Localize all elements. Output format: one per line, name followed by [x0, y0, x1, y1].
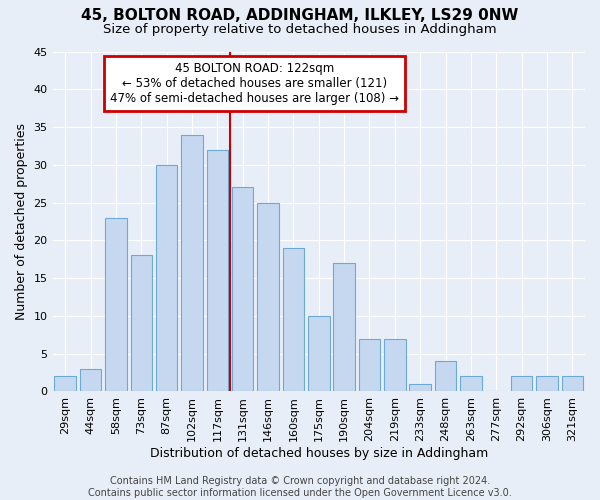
Bar [55, 376, 76, 392]
Bar [334, 263, 355, 392]
Bar [283, 248, 304, 392]
Text: 45 BOLTON ROAD: 122sqm
← 53% of detached houses are smaller (121)
47% of semi-de: 45 BOLTON ROAD: 122sqm ← 53% of detached… [110, 62, 400, 104]
Text: Size of property relative to detached houses in Addingham: Size of property relative to detached ho… [103, 22, 497, 36]
Bar [511, 376, 532, 392]
Y-axis label: Number of detached properties: Number of detached properties [15, 123, 28, 320]
Text: 45, BOLTON ROAD, ADDINGHAM, ILKLEY, LS29 0NW: 45, BOLTON ROAD, ADDINGHAM, ILKLEY, LS29… [82, 8, 518, 22]
Bar [131, 256, 152, 392]
Bar [435, 361, 457, 392]
Bar [384, 338, 406, 392]
Bar [156, 165, 178, 392]
X-axis label: Distribution of detached houses by size in Addingham: Distribution of detached houses by size … [149, 447, 488, 460]
Bar [80, 369, 101, 392]
Bar [359, 338, 380, 392]
Bar [257, 202, 279, 392]
Bar [409, 384, 431, 392]
Text: Contains HM Land Registry data © Crown copyright and database right 2024.
Contai: Contains HM Land Registry data © Crown c… [88, 476, 512, 498]
Bar [308, 316, 329, 392]
Bar [536, 376, 558, 392]
Bar [181, 134, 203, 392]
Bar [206, 150, 228, 392]
Bar [105, 218, 127, 392]
Bar [232, 188, 253, 392]
Bar [562, 376, 583, 392]
Bar [460, 376, 482, 392]
